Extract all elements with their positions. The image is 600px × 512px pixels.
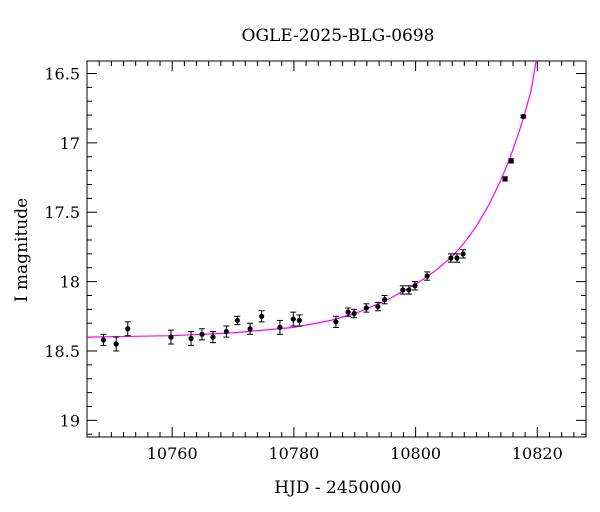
data-marker [296, 317, 302, 324]
x-tick-label: 10820 [512, 444, 563, 463]
data-marker [454, 255, 460, 261]
data-marker [448, 255, 454, 261]
x-tick-labels: 10760 10780 10800 10820 [147, 444, 563, 463]
data-point [199, 328, 206, 341]
data-marker [100, 337, 107, 343]
data-point [508, 158, 515, 164]
x-tick-label: 10800 [390, 444, 441, 463]
y-tick-label: 17.5 [44, 203, 80, 222]
data-marker [259, 313, 265, 319]
data-point [167, 329, 174, 345]
data-point [100, 333, 107, 346]
data-marker [363, 305, 369, 311]
data-marker [460, 251, 466, 257]
data-marker [333, 319, 339, 325]
data-marker [188, 335, 194, 342]
x-axis-label: HJD - 2450000 [274, 478, 402, 498]
data-marker [508, 158, 514, 164]
minor-ticks [86, 61, 587, 437]
data-point [447, 253, 454, 263]
data-marker [199, 331, 205, 337]
data-point [290, 311, 297, 327]
data-point [296, 314, 303, 327]
data-point [363, 303, 370, 313]
model-curve-layer [86, 60, 537, 338]
y-tick-labels: 16.5 17 17.5 18 18.5 19 [44, 64, 80, 430]
data-marker [290, 316, 296, 322]
data-point [113, 336, 120, 352]
data-point [412, 281, 419, 291]
data-marker [351, 310, 357, 317]
data-marker [234, 317, 240, 324]
data-marker [406, 287, 412, 293]
data-point [258, 310, 265, 323]
data-point [188, 331, 195, 346]
data-marker [210, 334, 216, 340]
y-tick-label: 16.5 [44, 64, 80, 83]
data-point [520, 113, 527, 120]
data-marker [113, 341, 119, 347]
data-marker [400, 287, 406, 293]
data-marker [168, 334, 174, 340]
model-curve [86, 60, 537, 338]
y-tick-label: 18 [60, 273, 80, 292]
plot-frame [86, 60, 587, 438]
data-marker [375, 303, 381, 310]
data-marker [520, 113, 526, 120]
data-marker [381, 297, 388, 303]
data-point [374, 301, 381, 312]
x-tick-label: 10760 [147, 444, 198, 463]
data-point [453, 253, 460, 263]
data-marker [247, 326, 253, 332]
data-point [276, 319, 283, 335]
data-marker [125, 326, 131, 332]
x-tick-label: 10780 [268, 444, 319, 463]
data-marker [412, 283, 418, 289]
data-point [234, 315, 241, 326]
data-marker [502, 176, 508, 182]
data-point [332, 315, 339, 328]
data-marker [223, 328, 229, 335]
data-point [124, 321, 131, 337]
y-tick-label: 18.5 [44, 342, 80, 361]
data-point [223, 325, 230, 338]
data-point [460, 249, 467, 259]
y-axis-label: I magnitude [12, 198, 32, 302]
major-ticks [87, 61, 586, 437]
y-tick-label: 19 [60, 411, 80, 430]
data-marker [277, 324, 283, 330]
data-points-layer [100, 113, 527, 352]
data-point [405, 285, 412, 295]
data-point [502, 176, 509, 182]
data-marker [345, 309, 351, 315]
y-tick-label: 17 [60, 134, 80, 153]
data-point [351, 308, 358, 319]
data-point [381, 294, 388, 305]
chart-title: OGLE-2025-BLG-0698 [242, 26, 435, 46]
data-point [399, 285, 406, 295]
data-marker [424, 273, 430, 279]
data-point [209, 331, 216, 344]
data-point [345, 307, 352, 317]
data-point [247, 322, 254, 335]
data-point [424, 271, 431, 281]
